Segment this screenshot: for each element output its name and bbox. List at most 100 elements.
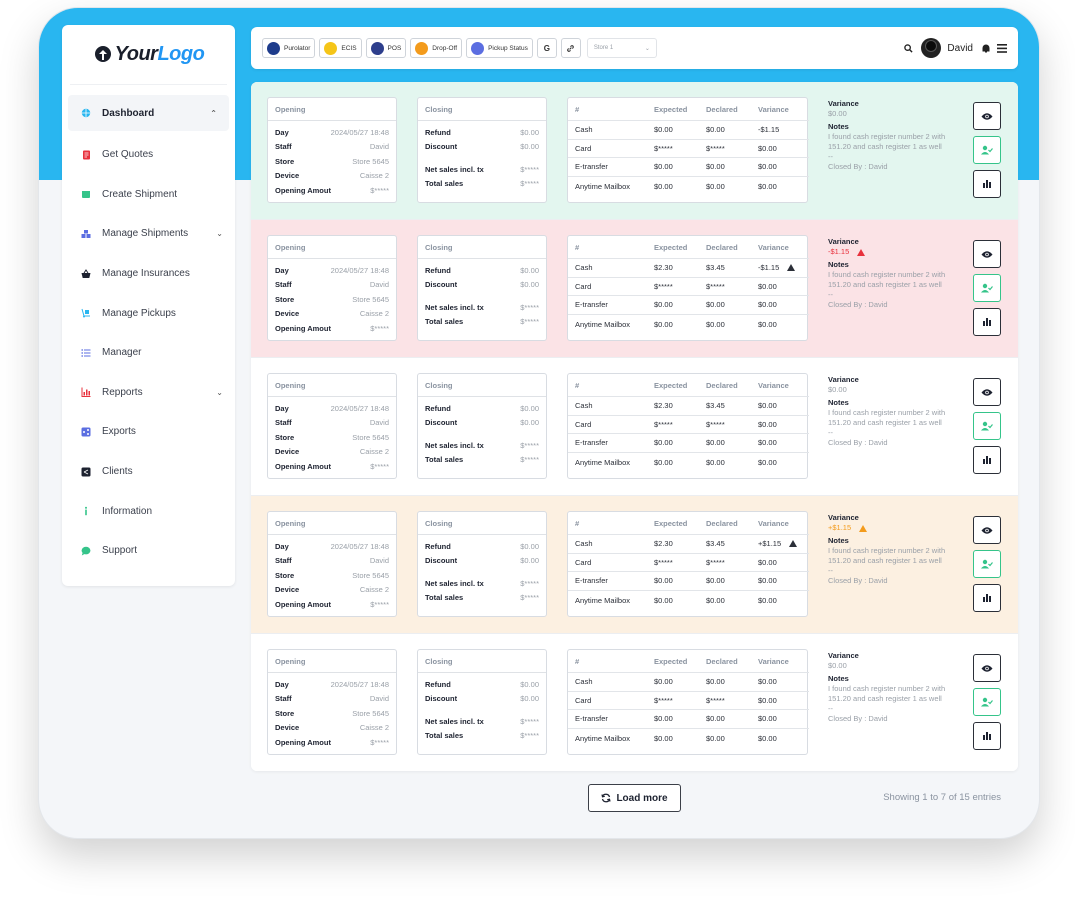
- cell-value: Card: [575, 557, 592, 567]
- assign-user-button[interactable]: [973, 274, 1001, 302]
- user-name[interactable]: David: [947, 42, 973, 54]
- toolbar-drop-off-button[interactable]: Drop-Off: [410, 38, 463, 58]
- table-cell: $0.00: [751, 710, 809, 729]
- field-label: Device: [275, 585, 300, 595]
- cell-value: +$1.15: [758, 539, 782, 549]
- field-label: Staff: [275, 142, 292, 152]
- cell-value: Anytime Mailbox: [575, 181, 631, 191]
- cell-value: $*****: [706, 143, 725, 153]
- g-button[interactable]: G: [536, 38, 557, 58]
- view-button[interactable]: [973, 102, 1001, 130]
- notes-title: Notes: [828, 536, 849, 545]
- card-title: Opening: [268, 512, 396, 535]
- column-header: #: [568, 374, 647, 397]
- assign-user-button[interactable]: [973, 688, 1001, 716]
- card-title: Opening: [268, 374, 396, 397]
- cell-value: $*****: [654, 557, 673, 567]
- calendar-icon: [81, 189, 91, 199]
- kv-row: Opening Amout $*****: [268, 321, 396, 336]
- column-header: Expected: [647, 236, 699, 259]
- variance-notes: Variance -$1.15 Notes I found cash register…: [828, 237, 953, 310]
- table-cell: $0.00: [647, 729, 699, 748]
- field-value: $*****: [520, 455, 539, 465]
- variance-notes: Variance $0.00 Notes I found cash register …: [828, 99, 953, 172]
- bell-icon[interactable]: [982, 44, 990, 53]
- cell-value: $0.00: [654, 733, 673, 743]
- user-check-icon: [981, 559, 993, 569]
- assign-user-button[interactable]: [973, 550, 1001, 578]
- search-icon[interactable]: [904, 43, 914, 53]
- cell-value: $0.00: [706, 677, 725, 687]
- field-label: Discount: [425, 280, 458, 290]
- sidebar: YourLogo Dashboard ⌃ Get Quotes Create Ship…: [62, 25, 235, 586]
- sidebar-item-repports[interactable]: Repports ⌄: [62, 373, 235, 413]
- report-button[interactable]: [973, 308, 1001, 336]
- variance-value-line: $0.00: [828, 385, 953, 395]
- sidebar-item-dashboard[interactable]: Dashboard ⌃: [68, 95, 229, 131]
- cell-value: $0.00: [758, 143, 777, 153]
- report-button[interactable]: [973, 722, 1001, 750]
- kv-row: Refund $0.00: [418, 677, 546, 692]
- assign-user-button[interactable]: [973, 136, 1001, 164]
- report-button[interactable]: [973, 446, 1001, 474]
- toolbar-button-label: POS: [387, 44, 402, 52]
- cell-value: -$1.15: [758, 263, 780, 273]
- load-more-button[interactable]: Load more: [588, 784, 681, 812]
- toolbar-ecis-button[interactable]: ECIS: [319, 38, 362, 58]
- link-button[interactable]: [560, 38, 581, 58]
- assign-user-button[interactable]: [973, 412, 1001, 440]
- field-label: Refund: [425, 127, 451, 137]
- report-button[interactable]: [973, 170, 1001, 198]
- sidebar-item-support[interactable]: Support: [62, 531, 235, 571]
- view-button[interactable]: [973, 654, 1001, 682]
- table-cell: $0.00: [647, 673, 699, 692]
- table-cell: Cash: [568, 259, 647, 278]
- pos-icon: [370, 41, 384, 55]
- cell-value: $0.00: [706, 438, 725, 448]
- field-label: Day: [275, 679, 289, 689]
- sidebar-item-clients[interactable]: Clients: [62, 452, 235, 492]
- table-cell: $0.00: [699, 453, 751, 472]
- sidebar-item-manage-insurances[interactable]: Manage Insurances: [62, 254, 235, 294]
- view-button[interactable]: [973, 516, 1001, 544]
- sidebar-item-manage-shipments[interactable]: Manage Shipments ⌄: [62, 214, 235, 254]
- brand-logo[interactable]: YourLogo: [70, 25, 227, 85]
- table-cell: $0.00: [751, 177, 809, 196]
- sidebar-item-exports[interactable]: Exports: [62, 412, 235, 452]
- store-select[interactable]: Store 1 ⌄: [586, 38, 657, 58]
- variance-notes: Variance $0.00 Notes I found cash register …: [828, 651, 953, 724]
- menu-icon[interactable]: [997, 43, 1007, 53]
- card-title: Closing: [418, 512, 546, 535]
- toolbar-pos-button[interactable]: POS: [365, 38, 407, 58]
- sidebar-item-manage-pickups[interactable]: Manage Pickups: [62, 293, 235, 333]
- opening-card: Opening Day 2024/05/27 18:48 Staff David Stor…: [267, 373, 397, 479]
- field-value: $*****: [520, 179, 539, 189]
- sidebar-item-manager[interactable]: Manager: [62, 333, 235, 373]
- field-label: Discount: [425, 556, 458, 566]
- avatar[interactable]: [921, 38, 942, 58]
- view-button[interactable]: [973, 378, 1001, 406]
- report-button[interactable]: [973, 584, 1001, 612]
- kv-row: Total sales $*****: [418, 177, 546, 192]
- field-value: Caisse 2: [359, 309, 389, 319]
- toolbar-purolator-button[interactable]: Purolator: [262, 38, 316, 58]
- table-cell: $0.00: [751, 729, 809, 748]
- field-label: Total sales: [425, 593, 464, 603]
- toolbar-pickup-status-button[interactable]: Pickup Status: [466, 38, 533, 58]
- note-text: I found cash register number 2 with 151.…: [828, 546, 946, 565]
- table-cell: $0.00: [647, 572, 699, 591]
- sidebar-item-information[interactable]: Information: [62, 491, 235, 531]
- table-cell: $0.00: [647, 158, 699, 177]
- column-header: Variance: [751, 512, 809, 535]
- share-icon: [81, 467, 91, 477]
- notes-title: Notes: [828, 674, 849, 683]
- field-value: 2024/05/27 18:48: [330, 265, 389, 275]
- kv-row: Day 2024/05/27 18:48: [268, 125, 396, 140]
- view-button[interactable]: [973, 240, 1001, 268]
- table-cell: $0.00: [751, 315, 809, 334]
- closed-by: Closed By : David: [828, 300, 888, 309]
- sidebar-item-create-shipment[interactable]: Create Shipment: [62, 175, 235, 215]
- cell-value: $2.30: [654, 263, 673, 273]
- kv-row: Store Store 5645: [268, 154, 396, 169]
- sidebar-item-get-quotes[interactable]: Get Quotes: [62, 135, 235, 175]
